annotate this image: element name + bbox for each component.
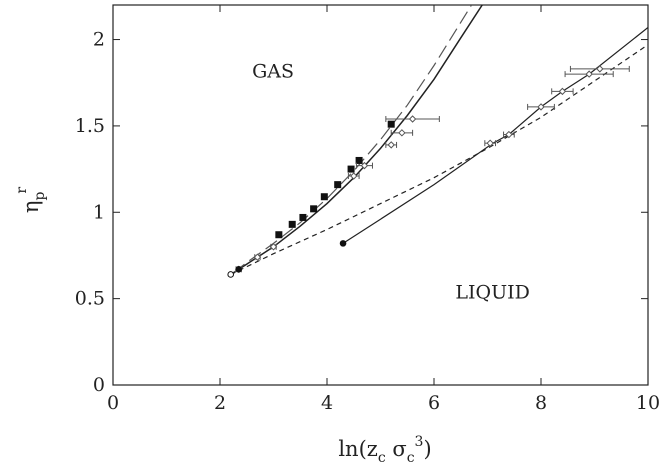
filled-square-point [355, 156, 363, 164]
open-diamond-point [486, 139, 494, 147]
y-tick-label: 0.5 [75, 288, 105, 310]
svg-text:ηpr: ηpr [14, 187, 48, 214]
y-tick-label: 2 [93, 29, 105, 51]
series-long-dash-curve [233, 5, 473, 274]
y-tick-label: 1.5 [75, 115, 105, 137]
filled-square-point [275, 231, 283, 239]
series-solid-curve [232, 5, 483, 274]
region-layer: GAS LIQUID [252, 61, 530, 304]
region-label: LIQUID [455, 282, 529, 304]
open-diamond-point [360, 161, 369, 170]
open-diamond-point [387, 141, 395, 149]
filled-square-point [320, 193, 328, 201]
filled-square-point [310, 205, 318, 213]
plot-frame [112, 4, 649, 386]
filled-square-point [288, 220, 296, 228]
region-label: GAS [252, 61, 294, 83]
open-diamond-point [398, 129, 406, 137]
x-tick-label: 8 [535, 392, 547, 414]
x-tick-label: 6 [428, 392, 440, 414]
ticks: 0 2 4 6 8 10 0 0.5 1 1.5 2 [75, 5, 660, 414]
x-tick-label: 4 [321, 392, 333, 414]
filled-square-point [387, 120, 395, 128]
open-diamond-point [537, 103, 545, 111]
y-tick-label: 1 [93, 201, 105, 223]
open-diamond-point [269, 243, 278, 251]
x-tick-label: 2 [214, 392, 226, 414]
filled-square-point [299, 213, 307, 221]
filled-square-point [334, 181, 342, 189]
open-diamond-point [596, 65, 604, 73]
open-diamond-point [350, 172, 358, 180]
x-tick-label: 0 [107, 392, 119, 414]
endpoint-marker [339, 240, 347, 247]
y-axis-label: ηpr [14, 187, 48, 214]
endpoint-marker [235, 265, 243, 273]
endpoint-marker [227, 271, 234, 278]
open-diamond-point [585, 70, 593, 78]
series-layer [227, 5, 648, 278]
open-diamond-point [505, 130, 513, 139]
filled-square-point [347, 165, 355, 173]
open-diamond-point [408, 115, 417, 123]
y-tick-label: 0 [93, 374, 105, 396]
open-diamond-point [253, 253, 262, 261]
series-solid-line [342, 27, 648, 244]
series-short-dash-curve [230, 44, 648, 276]
x-axis-label: ln(zc σc3) [338, 434, 431, 466]
open-diamond-point [558, 87, 567, 96]
x-tick-label: 10 [636, 392, 660, 414]
